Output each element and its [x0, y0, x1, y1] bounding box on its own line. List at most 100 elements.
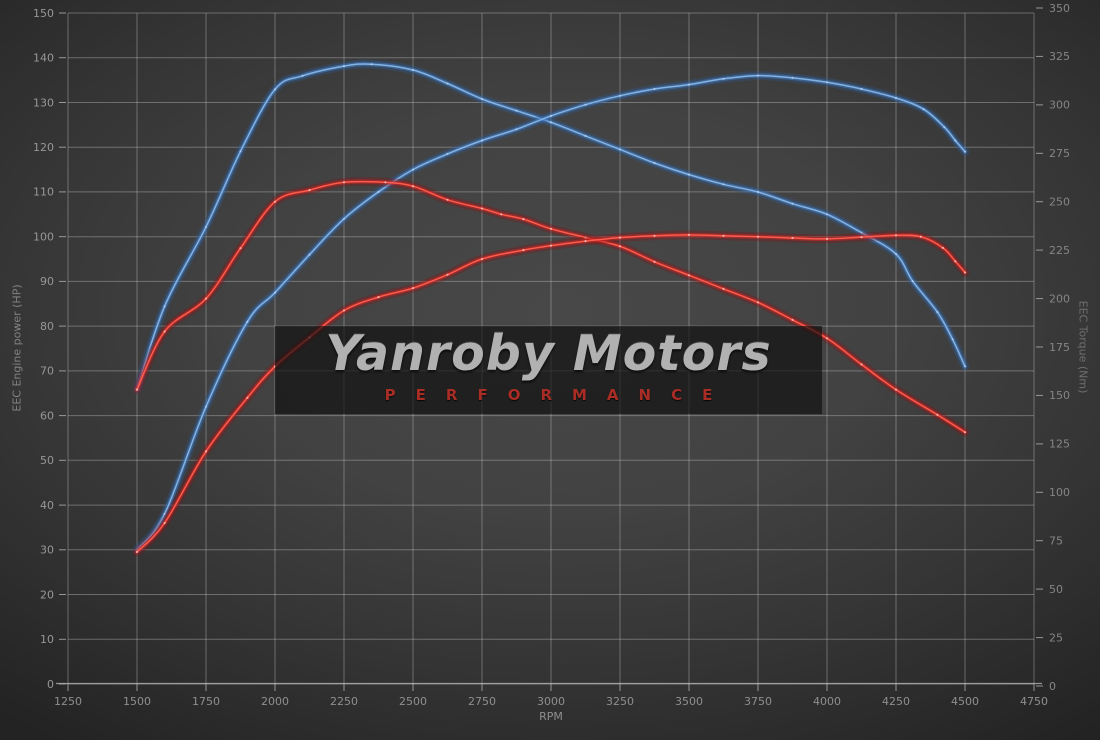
tuned-torque-point	[584, 134, 587, 137]
y-left-tick-label: 130	[33, 96, 54, 109]
stock-torque-point	[618, 245, 622, 248]
y-left-tick-label: 70	[40, 365, 54, 378]
stock-torque-point	[722, 287, 725, 290]
tuned-torque-point	[446, 82, 449, 85]
stock-power-point	[687, 233, 691, 236]
tuned-torque-point	[722, 183, 725, 186]
stock-torque-point	[936, 413, 939, 416]
tuned-torque-point	[756, 190, 760, 194]
stock-torque-curve	[132, 177, 970, 437]
stock-torque-point	[239, 247, 242, 250]
stock-power-point	[919, 235, 922, 238]
tuned-torque-point	[791, 202, 794, 205]
x-tick-label: 2750	[468, 695, 496, 708]
tuned-torque-point	[204, 225, 208, 228]
tuned-torque-point	[273, 88, 277, 91]
stock-torque-point	[549, 227, 553, 230]
tuned-torque-point	[936, 311, 939, 314]
stock-torque-point	[273, 200, 277, 203]
tuned-power-point	[584, 103, 587, 106]
stock-torque-point	[522, 218, 525, 221]
watermark: Yanroby Motors PERFORMANCE	[275, 326, 822, 414]
y-right-ticks: 0 25 50 75 100 125 150 175 200 225 250 275 300 325 350	[1036, 2, 1070, 693]
tuned-power-point	[722, 77, 725, 80]
y-right-tick-label: 225	[1049, 244, 1070, 257]
stock-power-point	[963, 271, 967, 274]
y-axis-left-label: EEC Engine power (HP)	[10, 284, 24, 412]
tuned-torque-point	[951, 338, 954, 341]
tuned-power-point	[653, 87, 656, 91]
y-left-tick-label: 120	[33, 141, 54, 154]
stock-power-point	[411, 287, 415, 290]
y-right-tick-label: 75	[1049, 535, 1063, 548]
stock-torque-point	[308, 189, 311, 192]
tuned-power-point	[163, 512, 166, 516]
tuned-torque-point	[894, 252, 898, 256]
stock-power-point	[860, 236, 863, 239]
tuned-power-point	[963, 150, 967, 153]
tuned-power-point	[480, 139, 484, 142]
x-tick-label: 3750	[744, 695, 772, 708]
tuned-torque-point	[163, 305, 166, 308]
stock-power-point	[954, 260, 957, 263]
y-left-tick-label: 140	[33, 52, 54, 65]
stock-power-point	[584, 240, 587, 243]
tuned-torque-point	[687, 173, 691, 176]
y-right-tick-label: 100	[1049, 486, 1070, 499]
y-right-tick-label: 275	[1049, 147, 1070, 160]
tuned-power-point	[446, 152, 449, 155]
x-tick-label: 3250	[606, 695, 634, 708]
tuned-power-point	[204, 405, 208, 408]
x-tick-label: 1250	[54, 695, 82, 708]
tuned-power-point	[411, 168, 415, 171]
stock-torque-point	[500, 213, 503, 216]
tuned-torque-point	[301, 74, 304, 77]
x-tick-label: 3500	[675, 695, 703, 708]
x-tick-label: 4250	[882, 695, 910, 708]
x-tick-label: 2250	[330, 695, 358, 708]
tuned-power-point	[342, 217, 346, 220]
x-tick-label: 4750	[1020, 695, 1048, 708]
tuned-power-point	[860, 87, 863, 91]
tuned-torque-point	[239, 150, 242, 153]
stock-torque-point	[584, 236, 587, 239]
stock-torque-point	[204, 297, 208, 300]
stock-power-point	[342, 309, 346, 312]
stock-torque-point	[653, 260, 656, 263]
tuned-power-curve	[132, 71, 970, 555]
stock-torque-point	[446, 198, 449, 201]
tuned-torque-point	[480, 97, 484, 101]
stock-power-point	[825, 237, 829, 240]
tuned-torque-point	[342, 65, 346, 68]
y-left-tick-label: 40	[40, 499, 54, 512]
stock-power-point	[204, 450, 208, 453]
tuned-torque-curve	[132, 59, 970, 395]
y-left-tick-label: 100	[33, 231, 54, 244]
tuned-power-point	[515, 128, 518, 131]
tuned-torque-point	[370, 63, 373, 66]
stock-power-point	[618, 236, 622, 239]
stock-torque-point	[791, 318, 794, 321]
stock-torque-point	[894, 388, 898, 391]
stock-power-point	[246, 396, 249, 399]
stock-power-point	[377, 296, 380, 299]
tuned-power-point	[954, 139, 957, 142]
y-right-tick-label: 250	[1049, 196, 1070, 209]
x-axis-label: RPM	[539, 710, 563, 723]
y-axis-right-label: EEC Torque (Nm)	[1076, 300, 1090, 394]
y-left-tick-label: 80	[40, 320, 54, 333]
tuned-power-point	[246, 320, 249, 323]
tuned-torque-point	[411, 68, 415, 72]
y-right-tick-label: 200	[1049, 292, 1070, 305]
tuned-torque-point	[911, 280, 914, 283]
stock-torque-point	[342, 181, 346, 184]
stock-power-point	[480, 257, 484, 261]
stock-torque-point	[963, 431, 967, 434]
stock-power-point	[791, 236, 794, 240]
y-right-tick-label: 125	[1049, 438, 1070, 451]
x-ticks: 1250 1500 1750 2000 2250 2500 2750 3000 3250 3500…	[54, 683, 1048, 708]
y-right-tick-label: 350	[1049, 2, 1070, 15]
stock-torque-point	[384, 181, 387, 184]
y-left-tick-label: 110	[33, 186, 54, 199]
